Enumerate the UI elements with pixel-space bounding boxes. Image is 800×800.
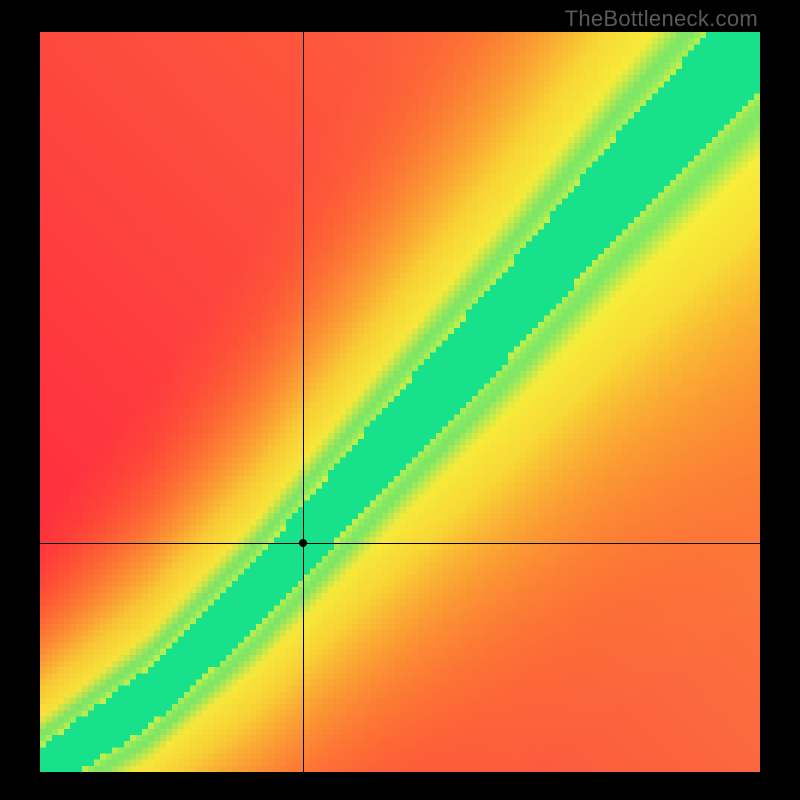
plot-area: [40, 32, 760, 772]
heatmap-canvas: [40, 32, 760, 772]
crosshair-horizontal: [40, 543, 760, 544]
crosshair-dot: [299, 539, 307, 547]
watermark-text: TheBottleneck.com: [565, 6, 758, 32]
chart-container: TheBottleneck.com: [0, 0, 800, 800]
crosshair-vertical: [303, 32, 304, 772]
